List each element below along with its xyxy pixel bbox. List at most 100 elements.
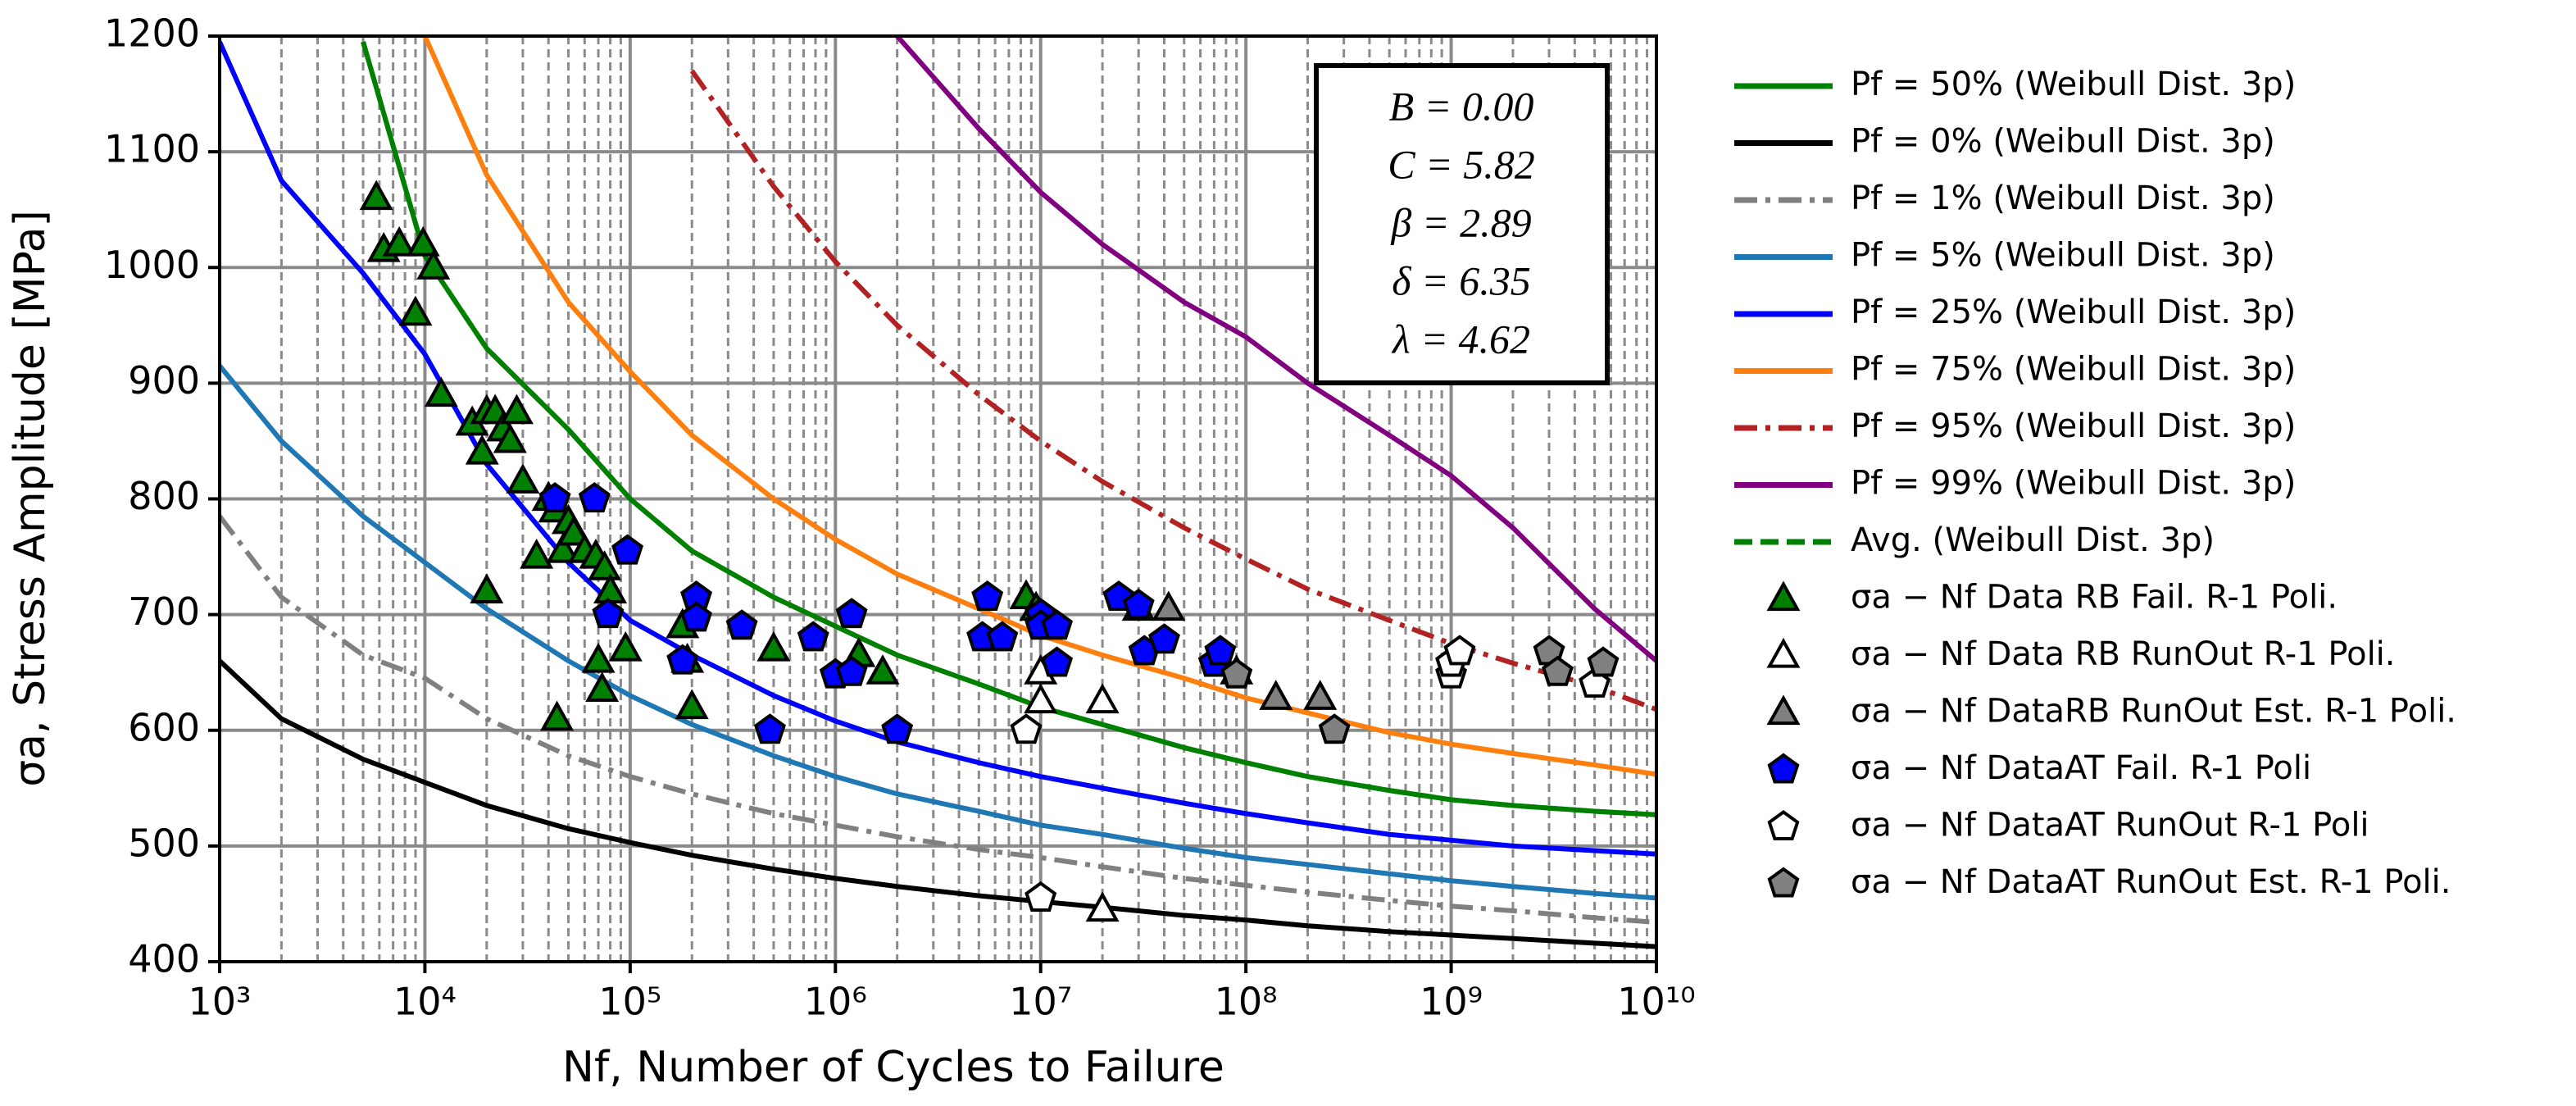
pentagon-marker [725, 609, 758, 640]
pentagon-marker [578, 482, 611, 513]
pentagon-marker [592, 598, 625, 629]
triangle-marker [581, 642, 616, 673]
pentagon-marker [1010, 713, 1043, 744]
triangle-marker [588, 550, 622, 580]
legend-marker [1767, 753, 1800, 784]
y-tick-label: 1000 [104, 243, 200, 287]
legend-label: σa − Nf DataAT RunOut Est. R-1 Poli. [1851, 863, 2451, 901]
annotation: β = 2.89 [1390, 199, 1531, 245]
triangle-marker [1259, 680, 1293, 710]
x-tick-label: 10⁸ [1215, 980, 1278, 1024]
triangle-marker [520, 538, 554, 569]
y-tick-label: 700 [128, 589, 200, 634]
x-tick-label: 10⁵ [598, 980, 661, 1024]
triangle-marker [506, 463, 540, 494]
legend-label: σa − Nf DataRB RunOut Est. R-1 Poli. [1851, 693, 2456, 731]
legend-marker [1766, 637, 1801, 668]
pentagon-marker [1122, 588, 1155, 619]
annotation-box [1314, 63, 1610, 385]
x-tick-label: 10¹⁰ [1617, 980, 1695, 1024]
triangle-marker [465, 434, 499, 465]
triangle-marker [416, 249, 451, 280]
legend-label: Pf = 99% (Weibull Dist. 3p) [1851, 465, 2296, 503]
triangle-marker [1303, 680, 1338, 710]
triangle-marker [540, 700, 575, 731]
x-tick-label: 10⁴ [393, 980, 457, 1024]
legend-label: Pf = 50% (Weibull Dist. 3p) [1851, 66, 2296, 103]
legend-marker [1766, 694, 1801, 726]
legend-label: σa − Nf DataAT Fail. R-1 Poli [1851, 749, 2311, 787]
pentagon-marker [538, 482, 571, 513]
pentagon-marker [1587, 646, 1620, 677]
pentagon-marker [666, 644, 699, 675]
legend-marker [1767, 867, 1800, 898]
y-tick-label: 500 [128, 821, 200, 865]
curve [220, 658, 1656, 949]
y-tick-label: 400 [128, 937, 200, 981]
legend-marker [1767, 810, 1800, 841]
y-tick-label: 800 [128, 474, 200, 518]
triangle-marker [1085, 891, 1120, 922]
pentagon-marker [1220, 658, 1253, 689]
y-tick-label: 900 [128, 358, 200, 403]
triangle-marker [1024, 683, 1058, 714]
pentagon-marker [1318, 713, 1351, 744]
curve [220, 364, 1656, 901]
annotation: λ = 4.62 [1391, 316, 1530, 362]
pentagon-marker [797, 621, 829, 652]
pentagon-marker [1204, 635, 1237, 666]
legend-marker [1766, 580, 1801, 612]
triangle-marker [756, 630, 791, 662]
x-tick-label: 10³ [189, 980, 252, 1024]
y-tick-label: 1200 [104, 11, 200, 56]
legend-label: Pf = 5% (Weibull Dist. 3p) [1851, 237, 2275, 275]
triangle-marker [585, 671, 620, 702]
curve [220, 514, 1656, 926]
pentagon-marker [1443, 635, 1476, 666]
pentagon-marker [986, 621, 1019, 652]
pentagon-marker [1041, 646, 1074, 677]
pentagon-marker [971, 580, 1004, 612]
triangle-marker [499, 394, 534, 425]
triangle-marker [608, 630, 643, 662]
y-tick-label: 1100 [104, 127, 200, 171]
legend-label: Pf = 95% (Weibull Dist. 3p) [1851, 407, 2296, 445]
annotation: B = 0.00 [1389, 83, 1534, 129]
annotation: δ = 6.35 [1392, 257, 1530, 303]
x-tick-label: 10⁶ [804, 980, 867, 1024]
x-tick-label: 10⁹ [1420, 980, 1483, 1024]
legend-label: Pf = 75% (Weibull Dist. 3p) [1851, 351, 2296, 389]
triangle-marker [1152, 590, 1186, 621]
annotation: C = 5.82 [1388, 141, 1535, 187]
curve [895, 36, 1656, 663]
x-tick-label: 10⁷ [1009, 980, 1072, 1024]
curve [361, 41, 1656, 817]
triangle-marker [382, 225, 416, 257]
curve [689, 69, 1656, 712]
pentagon-marker [835, 598, 868, 629]
plot-frame [218, 34, 1658, 963]
y-tick-label: 600 [128, 705, 200, 749]
y-axis-label: σa, Stress Amplitude [MPa] [6, 210, 55, 787]
triangle-marker [359, 180, 393, 211]
triangle-marker [1085, 683, 1120, 714]
pentagon-marker [1041, 609, 1074, 640]
legend-label: Pf = 25% (Weibull Dist. 3p) [1851, 294, 2296, 331]
legend-label: σa − Nf Data RB RunOut R-1 Poli. [1851, 635, 2396, 673]
legend-label: Avg. (Weibull Dist. 3p) [1851, 521, 2215, 559]
triangle-marker [493, 422, 527, 453]
triangle-marker [865, 654, 900, 685]
pentagon-marker [753, 713, 786, 744]
pentagon-marker [680, 601, 713, 632]
legend-label: σa − Nf Data RB Fail. R-1 Poli. [1851, 579, 2337, 617]
plot-area [220, 36, 1656, 949]
x-axis-label: Nf, Number of Cycles to Failure [562, 1043, 1224, 1092]
triangle-marker [546, 532, 580, 563]
triangle-marker [398, 295, 433, 326]
pentagon-marker [835, 655, 868, 686]
curve [220, 40, 1656, 857]
triangle-marker [675, 689, 709, 720]
triangle-marker [557, 515, 591, 546]
legend-label: Pf = 1% (Weibull Dist. 3p) [1851, 180, 2275, 217]
